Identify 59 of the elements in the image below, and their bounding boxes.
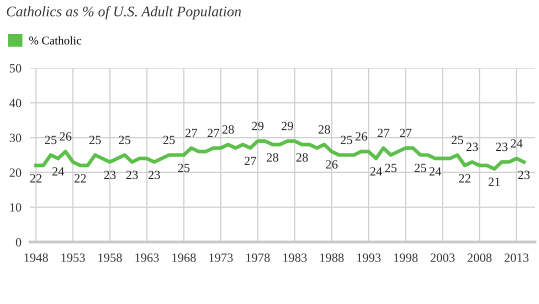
x-tick-label: 1978	[246, 253, 270, 262]
data-label: 27	[185, 128, 198, 138]
y-tick-label: 20	[10, 168, 22, 177]
data-label: 27	[400, 128, 412, 138]
data-label: 23	[466, 142, 478, 152]
x-tick-label: 1983	[283, 253, 307, 262]
data-label: 22	[459, 174, 470, 182]
data-label: 25	[340, 136, 352, 144]
chart-title: Catholics as % of U.S. Adult Population	[6, 6, 241, 20]
x-tick-label: 1953	[61, 254, 85, 262]
y-tick-label: 0	[16, 238, 22, 246]
data-label: 25	[45, 136, 56, 144]
data-label: 25	[414, 164, 426, 172]
x-tick-label: 1998	[394, 253, 418, 262]
y-tick-label: 50	[10, 64, 22, 72]
x-tick-label: 1968	[172, 253, 196, 262]
x-tick-label: 1973	[209, 254, 233, 262]
data-label: 25	[163, 136, 175, 144]
data-label: 26	[60, 132, 72, 141]
data-label: 25	[452, 136, 464, 144]
x-tick-label: 1963	[135, 254, 159, 262]
x-tick-label: 2003	[430, 253, 455, 262]
data-label: 24	[370, 167, 382, 176]
data-label: 29	[252, 122, 264, 130]
data-label: 25	[89, 136, 101, 144]
data-label: 28	[222, 125, 234, 134]
x-tick-label: 1993	[357, 254, 381, 262]
data-label: 23	[496, 142, 508, 152]
y-tick-label: 40	[9, 98, 22, 108]
data-label: 25	[118, 136, 130, 144]
x-tick-label: 1958	[98, 253, 122, 262]
x-tick-label: 1988	[320, 253, 344, 262]
y-tick-label: 10	[10, 203, 22, 212]
data-label: 25	[385, 164, 397, 172]
data-label: 26	[326, 160, 338, 169]
data-label: 28	[318, 125, 330, 134]
x-tick-label: 2008	[468, 253, 492, 262]
x-tick-label: 2013	[504, 253, 529, 262]
data-label: 28	[266, 153, 278, 162]
y-tick-label: 30	[10, 134, 22, 142]
data-label: 24	[429, 167, 442, 176]
data-label: 27	[208, 128, 220, 138]
data-label: 23	[104, 170, 116, 180]
data-label: 24	[52, 167, 64, 176]
data-label: 25	[178, 164, 190, 172]
data-label: 28	[296, 153, 308, 162]
data-label: 22	[30, 174, 42, 182]
data-label: 27	[244, 156, 256, 166]
data-label: 24	[510, 139, 523, 148]
data-label: 23	[126, 170, 138, 180]
data-label: 23	[518, 170, 530, 180]
data-label: 26	[356, 132, 368, 141]
data-label: 21	[488, 178, 500, 186]
x-tick-label: 1948	[24, 253, 48, 262]
data-label: 29	[282, 122, 294, 130]
data-label: 22	[74, 174, 86, 182]
data-label: 23	[148, 170, 160, 180]
data-label: 27	[378, 128, 390, 138]
legend-label: % Catholic	[29, 36, 82, 45]
